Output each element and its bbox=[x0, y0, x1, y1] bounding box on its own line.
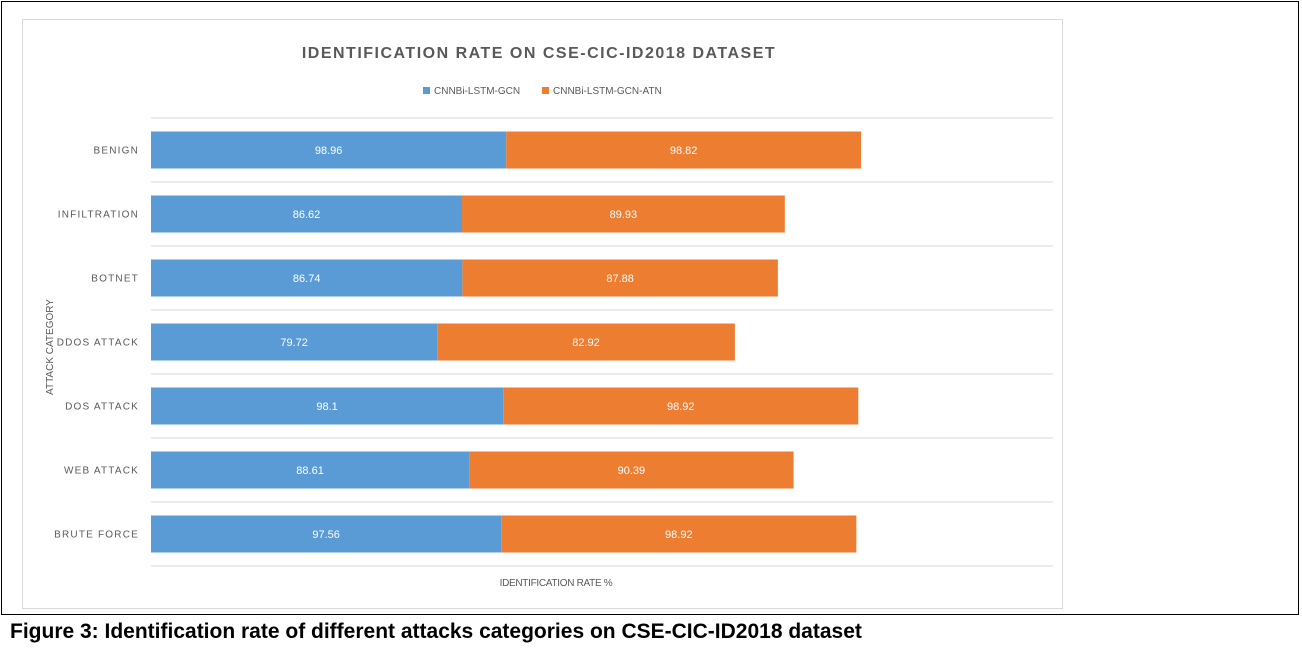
data-label-series-2-brute-force: 98.92 bbox=[665, 529, 693, 541]
data-label-series-1-infiltration: 86.62 bbox=[293, 209, 321, 221]
category-label-web-attack: WEB ATTACK bbox=[64, 466, 139, 477]
bar-series-1-web-attack bbox=[151, 451, 470, 489]
data-label-series-2-infiltration: 89.93 bbox=[610, 209, 638, 221]
category-label-botnet: BOTNET bbox=[91, 274, 139, 285]
category-label-ddos-attack: DDOS ATTACK bbox=[57, 338, 139, 349]
category-label-dos-attack: DOS ATTACK bbox=[65, 402, 139, 413]
figure-caption: Figure 3: Identification rate of differe… bbox=[10, 620, 862, 643]
category-label-brute-force: BRUTE FORCE bbox=[54, 530, 139, 541]
figure-frame: IDENTIFICATION RATE ON CSE-CIC-ID2018 DA… bbox=[1, 1, 1299, 615]
data-label-series-1-botnet: 86.74 bbox=[293, 273, 321, 285]
legend-label-series-1: CNNBi-LSTM-GCN bbox=[434, 86, 520, 97]
legend: CNNBi-LSTM-GCN CNNBi-LSTM-GCN-ATN bbox=[423, 86, 662, 97]
bar-series-2-botnet bbox=[462, 259, 778, 297]
chart-area: IDENTIFICATION RATE ON CSE-CIC-ID2018 DA… bbox=[22, 19, 1063, 609]
bar-series-1-ddos-attack bbox=[151, 323, 438, 361]
x-axis-title: IDENTIFICATION RATE % bbox=[500, 578, 613, 589]
category-label-infiltration: INFILTRATION bbox=[58, 210, 139, 221]
bar-series-2-ddos-attack bbox=[437, 323, 735, 361]
bars bbox=[151, 131, 862, 553]
y-axis-title: ATTACK CATEGORY bbox=[45, 299, 56, 395]
data-label-series-2-dos-attack: 98.92 bbox=[667, 401, 695, 413]
bar-series-2-brute-force bbox=[501, 515, 857, 553]
bar-series-2-dos-attack bbox=[503, 387, 859, 425]
data-label-series-1-web-attack: 88.61 bbox=[296, 465, 324, 477]
bar-series-2-infiltration bbox=[461, 195, 785, 233]
legend-swatch-series-2 bbox=[542, 87, 549, 94]
category-labels: BENIGN INFILTRATION BOTNET DDOS ATTACK DOS A… bbox=[54, 146, 139, 541]
legend-label-series-2: CNNBi-LSTM-GCN-ATN bbox=[553, 86, 662, 97]
gridlines bbox=[151, 117, 1053, 567]
data-label-series-1-dos-attack: 98.1 bbox=[316, 401, 337, 413]
data-labels: 98.96 98.82 86.62 89.93 86.74 87.88 79.72 82.92… bbox=[280, 145, 697, 541]
category-label-benign: BENIGN bbox=[93, 146, 139, 157]
bar-series-1-botnet bbox=[151, 259, 463, 297]
legend-swatch-series-1 bbox=[423, 87, 430, 94]
bar-series-1-infiltration bbox=[151, 195, 462, 233]
data-label-series-1-benign: 98.96 bbox=[315, 145, 343, 157]
bar-series-2-web-attack bbox=[469, 451, 794, 489]
data-label-series-2-web-attack: 90.39 bbox=[618, 465, 646, 477]
bar-series-1-brute-force bbox=[151, 515, 502, 553]
chart-title: IDENTIFICATION RATE ON CSE-CIC-ID2018 DA… bbox=[302, 45, 776, 62]
data-label-series-2-botnet: 87.88 bbox=[606, 273, 634, 285]
bar-series-1-dos-attack bbox=[151, 387, 504, 425]
data-label-series-1-ddos-attack: 79.72 bbox=[280, 337, 308, 349]
bar-series-2-benign bbox=[506, 131, 862, 169]
data-label-series-1-brute-force: 97.56 bbox=[312, 529, 340, 541]
data-label-series-2-benign: 98.82 bbox=[670, 145, 698, 157]
bar-series-1-benign bbox=[151, 131, 507, 169]
data-label-series-2-ddos-attack: 82.92 bbox=[572, 337, 600, 349]
chart-svg: IDENTIFICATION RATE ON CSE-CIC-ID2018 DA… bbox=[45, 45, 1053, 589]
